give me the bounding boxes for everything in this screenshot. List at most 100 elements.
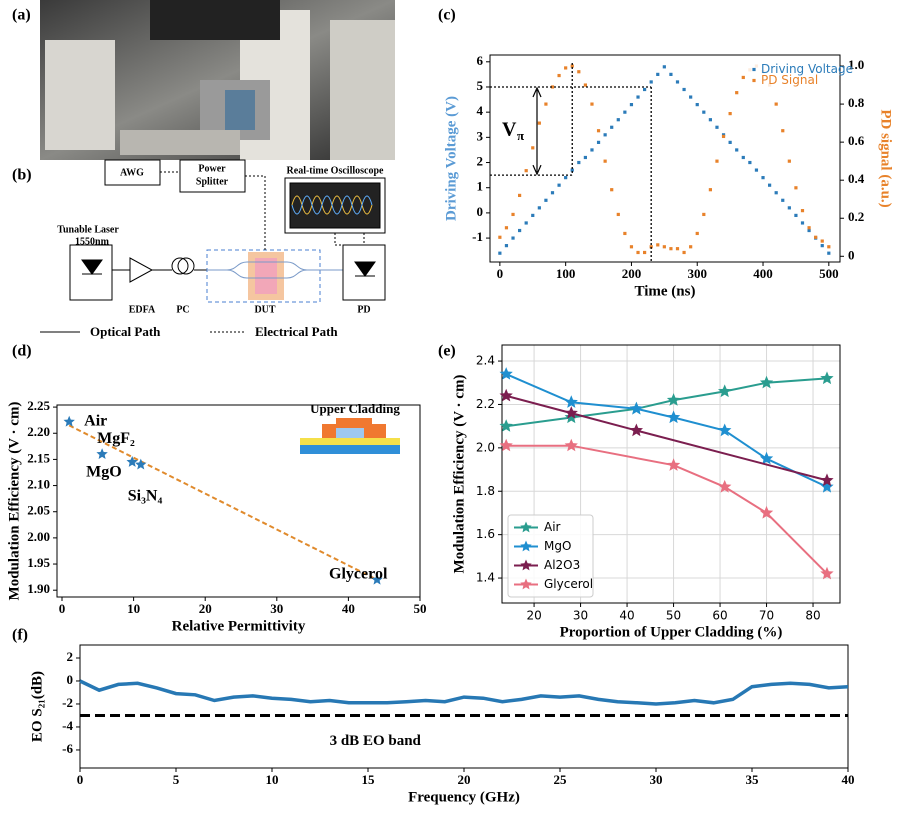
y-axis-label: EO S₂₁(dB) bbox=[29, 671, 45, 742]
y2-tick-label: 0 bbox=[848, 247, 855, 262]
point bbox=[570, 168, 574, 172]
legend-label: Driving Voltage bbox=[761, 62, 853, 76]
y-tick-label: 0 bbox=[67, 672, 74, 687]
point bbox=[643, 250, 647, 255]
point bbox=[570, 64, 574, 68]
panel-label: (d) bbox=[12, 343, 32, 360]
point bbox=[583, 83, 587, 87]
x-tick-label: 50 bbox=[414, 601, 427, 616]
point bbox=[518, 228, 522, 233]
x-tick-label: 40 bbox=[842, 772, 855, 787]
reference-label: 3 dB EO band bbox=[330, 733, 422, 749]
legend-marker bbox=[520, 559, 532, 571]
point bbox=[557, 73, 561, 78]
panel-label: (f) bbox=[12, 627, 28, 644]
x-tick-label: 80 bbox=[805, 609, 820, 623]
point bbox=[629, 245, 634, 249]
x-tick-label: 40 bbox=[619, 609, 634, 623]
point bbox=[518, 193, 522, 198]
point bbox=[63, 415, 75, 427]
point bbox=[794, 186, 798, 190]
x-axis-label: Time (ns) bbox=[635, 283, 696, 299]
plot-frame bbox=[79, 644, 849, 769]
x-tick-label: 70 bbox=[759, 609, 774, 623]
annotation: V bbox=[502, 119, 517, 141]
legend-box bbox=[507, 514, 594, 598]
point bbox=[603, 133, 607, 137]
y-tick-label: 3 bbox=[477, 128, 484, 143]
y2-axis-label: PD signal (a.u.) bbox=[878, 109, 894, 207]
point bbox=[499, 419, 513, 432]
point bbox=[498, 235, 502, 239]
point bbox=[577, 160, 581, 165]
point bbox=[800, 209, 805, 213]
point bbox=[564, 395, 578, 408]
panel-label: (b) bbox=[12, 167, 32, 184]
point bbox=[748, 160, 752, 165]
point bbox=[636, 95, 640, 99]
point bbox=[610, 125, 614, 129]
point bbox=[781, 198, 785, 202]
point-label: MgO bbox=[86, 464, 122, 481]
point bbox=[524, 169, 528, 173]
point bbox=[629, 401, 643, 415]
diagram-label: Tunable Laser bbox=[57, 224, 119, 235]
point bbox=[689, 245, 693, 249]
point bbox=[504, 226, 509, 230]
point bbox=[774, 191, 778, 195]
point bbox=[564, 406, 578, 419]
point bbox=[814, 235, 818, 239]
diagram-label: Real-time Oscilloscope bbox=[287, 165, 384, 176]
y-tick-label: 2.0 bbox=[476, 440, 495, 454]
point bbox=[728, 111, 732, 116]
point bbox=[759, 451, 774, 465]
plot-frame bbox=[501, 344, 841, 604]
legend-marker bbox=[752, 78, 756, 83]
point bbox=[499, 367, 513, 380]
y-tick-label: 1.6 bbox=[476, 527, 495, 541]
x-tick-label: 10 bbox=[266, 772, 279, 787]
point bbox=[550, 85, 555, 89]
point bbox=[511, 212, 515, 217]
y-tick-label: 2 bbox=[477, 154, 484, 169]
x-tick-label: 35 bbox=[746, 772, 760, 787]
y-tick-label: 2.4 bbox=[476, 354, 495, 368]
x-tick-label: 400 bbox=[753, 266, 773, 281]
setup-diagram bbox=[40, 159, 386, 333]
point-label: Si₃N₄ bbox=[128, 487, 163, 504]
legend-label: Air bbox=[544, 520, 561, 534]
point bbox=[761, 176, 765, 180]
point bbox=[537, 206, 541, 210]
point bbox=[735, 148, 739, 152]
y-tick-label: 6 bbox=[477, 53, 484, 68]
x-tick-label: 30 bbox=[650, 772, 663, 787]
point bbox=[623, 231, 627, 236]
y-tick-label: 1.4 bbox=[476, 571, 495, 585]
point bbox=[794, 213, 798, 218]
point bbox=[820, 239, 824, 243]
point bbox=[800, 221, 805, 225]
point bbox=[643, 87, 647, 92]
point bbox=[544, 102, 548, 106]
legend-marker bbox=[520, 578, 532, 590]
y-tick-label: -6 bbox=[62, 741, 73, 756]
point bbox=[564, 66, 568, 70]
y-tick-label: 2.10 bbox=[27, 477, 50, 492]
y-tick-label: 2.2 bbox=[476, 397, 495, 411]
x-tick-label: 30 bbox=[573, 609, 588, 623]
point bbox=[702, 110, 706, 114]
point bbox=[787, 206, 791, 210]
diagram-legend: Optical Path bbox=[90, 324, 161, 339]
y-tick-label: 1.8 bbox=[476, 484, 495, 498]
point bbox=[596, 129, 601, 133]
legend-label: PD Signal bbox=[761, 73, 818, 87]
y2-tick-label: 0.8 bbox=[848, 95, 865, 110]
point bbox=[768, 183, 772, 187]
x-tick-label: 100 bbox=[556, 266, 576, 281]
y-tick-label: 2.15 bbox=[27, 450, 50, 465]
point bbox=[498, 251, 502, 255]
point bbox=[629, 423, 643, 437]
point bbox=[577, 70, 581, 74]
point bbox=[675, 80, 680, 84]
